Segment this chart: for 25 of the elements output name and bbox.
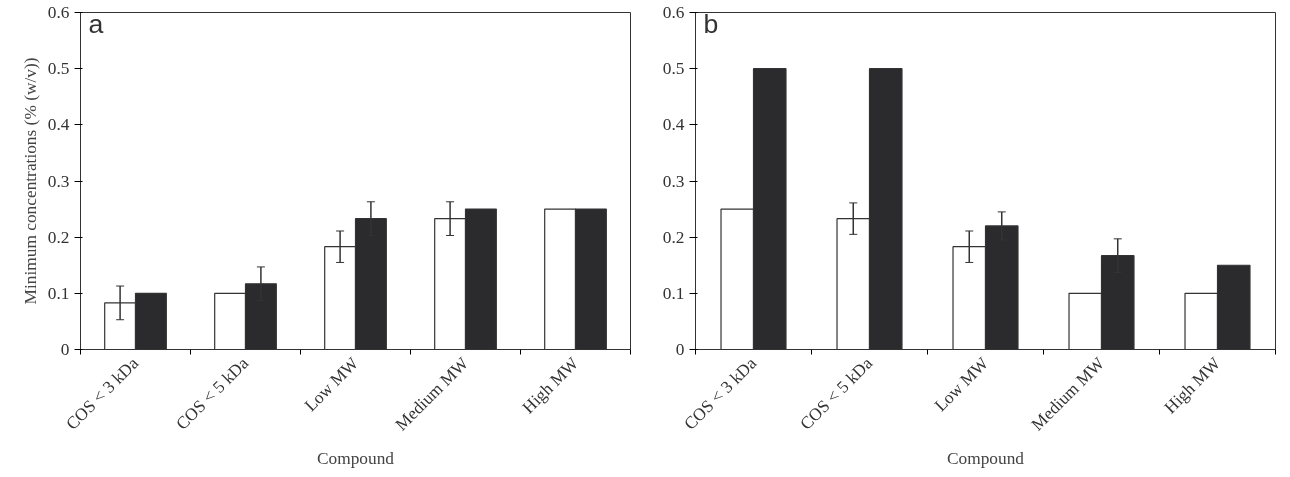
y-tick-label: 0.3 [662,171,685,191]
y-tick-label: 0.4 [662,115,685,135]
y-tick-label: 0 [675,340,685,359]
x-axis-title: Compound [946,448,1025,468]
x-tick-label: Low MW [300,353,363,416]
x-tick-label: COS < 5 kDa [796,353,877,434]
y-tick-label: 0.2 [47,227,70,247]
x-tick-label: Low MW [930,353,993,416]
y-tick-label: 0.2 [662,227,685,247]
annotation: a [88,9,104,40]
y-tick-label: 0.3 [47,171,70,191]
x-tick-label: COS < 5 kDa [172,353,253,434]
x-tick-label: High MW [518,353,583,418]
x-tick-label: High MW [1160,353,1225,418]
y-tick-label: 0.6 [662,3,685,22]
annotation: b [703,9,719,40]
y-tick-label: 0.1 [47,283,70,303]
y-tick-label: 0.4 [47,115,70,135]
y-tick-label: 0.1 [662,283,685,303]
y-tick-label: 0.6 [47,3,70,22]
y-axis-title: Minimum concentrations (% (w/v)) [20,57,40,305]
y-tick-label: 0.5 [47,59,70,79]
x-axis-title: Compound [316,448,395,468]
y-tick-label: 0.5 [662,59,685,79]
y-tick-label: 0 [60,340,70,359]
